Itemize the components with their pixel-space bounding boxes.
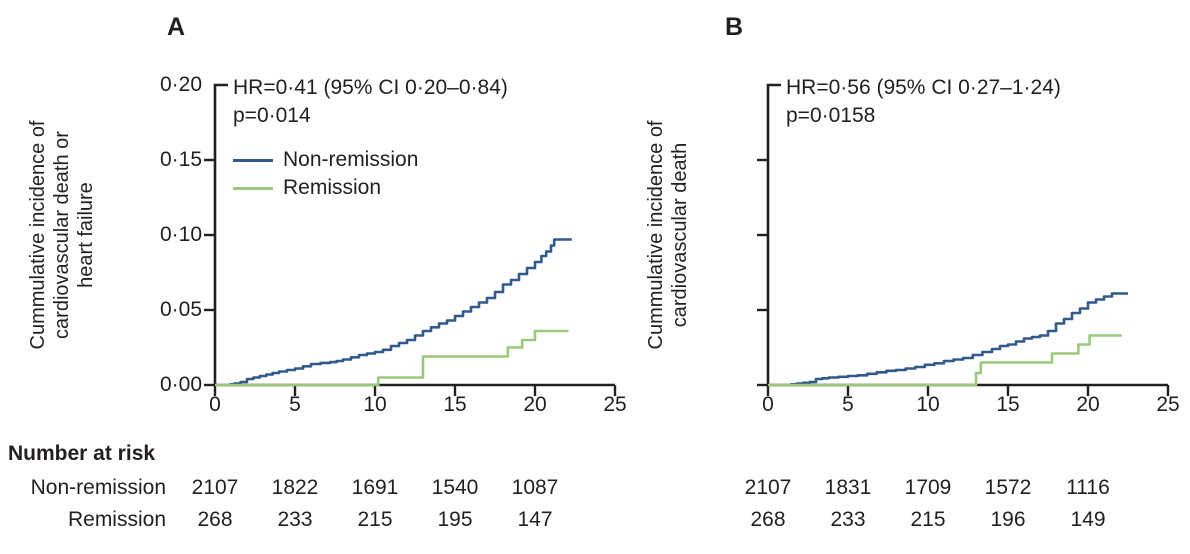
y-axis-title-line: Cummulative incidence of xyxy=(645,120,667,350)
number-at-risk-title: Number at risk xyxy=(8,442,156,465)
panel-a-label: A xyxy=(167,13,186,41)
x-tick-label: 5 xyxy=(289,393,301,416)
number-at-risk-value: 215 xyxy=(910,508,946,531)
curve-non-remission-panel-b xyxy=(790,292,1128,386)
number-at-risk-value: 233 xyxy=(830,508,866,531)
panel-b-label: B xyxy=(725,13,744,41)
y-axis-title-line: cardiovascular death xyxy=(669,142,691,328)
p-value-annotation: p=0·014 xyxy=(233,104,311,127)
curve-remission-panel-a xyxy=(215,329,569,387)
x-tick-label: 25 xyxy=(1156,393,1180,416)
hr-annotation: HR=0·41 (95% CI 0·20–0·84) xyxy=(233,76,508,99)
y-axis-title-line: cardiovascular death or xyxy=(51,131,73,339)
number-at-risk-value: 2107 xyxy=(744,476,792,499)
panel-b-y-axis-title: Cummulative incidence of cardiovascular d… xyxy=(644,70,692,400)
curve-remission-panel-b xyxy=(768,334,1122,387)
panel-b-axes xyxy=(766,83,1168,387)
number-at-risk-row-label: Non-remission xyxy=(30,476,166,499)
x-tick-label: 20 xyxy=(1076,393,1100,416)
y-tick-label: 0·05 xyxy=(159,298,202,321)
number-at-risk-value: 1709 xyxy=(904,476,952,499)
legend-label-remission: Remission xyxy=(283,176,382,199)
hr-annotation: HR=0·56 (95% CI 0·27–1·24) xyxy=(786,76,1061,99)
y-axis-title-line: heart failure xyxy=(75,182,97,288)
x-tick-label: 5 xyxy=(842,393,854,416)
panel-a-y-axis-title: Cummulative incidence of cardiovascular d… xyxy=(26,70,98,400)
number-at-risk-value: 215 xyxy=(357,508,393,531)
number-at-risk-value: 1831 xyxy=(824,476,872,499)
non-remission-legend-line xyxy=(233,158,273,162)
legend-label-non-remission: Non-remission xyxy=(283,148,419,171)
number-at-risk-value: 149 xyxy=(1070,508,1106,531)
number-at-risk-value: 1087 xyxy=(511,476,559,499)
y-tick-label: 0·00 xyxy=(159,373,202,396)
number-at-risk-value: 1540 xyxy=(431,476,479,499)
y-axis-title-line: Cummulative incidence of xyxy=(27,120,49,350)
x-tick-label: 15 xyxy=(443,393,467,416)
number-at-risk-value: 147 xyxy=(517,508,553,531)
x-tick-label: 15 xyxy=(996,393,1020,416)
number-at-risk-value: 2107 xyxy=(191,476,239,499)
curve-non-remission-panel-a xyxy=(229,238,572,386)
x-tick-label: 25 xyxy=(603,393,627,416)
number-at-risk-value: 196 xyxy=(990,508,1026,531)
x-tick-label: 0 xyxy=(209,393,221,416)
remission-legend-line xyxy=(233,186,273,190)
number-at-risk-value: 268 xyxy=(197,508,233,531)
y-tick-label: 0·10 xyxy=(159,223,202,246)
y-tick-label: 0·15 xyxy=(159,148,202,171)
number-at-risk-value: 1572 xyxy=(984,476,1032,499)
number-at-risk-value: 233 xyxy=(277,508,313,531)
x-tick-label: 10 xyxy=(916,393,940,416)
number-at-risk-value: 1822 xyxy=(271,476,319,499)
y-tick-label: 0·20 xyxy=(159,73,202,96)
number-at-risk-value: 268 xyxy=(750,508,786,531)
number-at-risk-value: 1116 xyxy=(1066,476,1110,499)
x-tick-label: 0 xyxy=(762,393,774,416)
number-at-risk-value: 195 xyxy=(437,508,473,531)
x-tick-label: 10 xyxy=(363,393,387,416)
x-tick-label: 20 xyxy=(523,393,547,416)
p-value-annotation: p=0·0158 xyxy=(786,104,876,127)
number-at-risk-value: 1691 xyxy=(351,476,399,499)
number-at-risk-row-label: Remission xyxy=(67,508,166,531)
